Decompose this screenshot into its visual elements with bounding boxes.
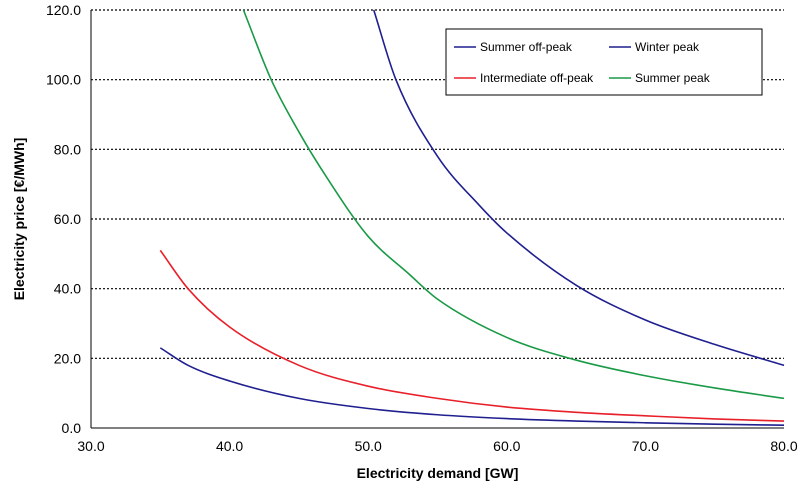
y-tick-labels: 0.0 20.0 40.0 60.0 80.0 100.0 120.0 [46,2,81,436]
x-tick-labels: 30.0 40.0 50.0 60.0 70.0 80.0 [77,438,797,454]
y-tick-label: 20.0 [54,350,81,366]
x-tick-label: 50.0 [355,438,382,454]
x-tick-label: 80.0 [770,438,797,454]
y-tick-label: 120.0 [46,2,81,18]
x-tick-label: 70.0 [632,438,659,454]
y-tick-label: 80.0 [54,141,81,157]
x-tick-label: 40.0 [216,438,243,454]
series-line-intermediate-off-peak [159,249,785,422]
legend-entry-summer-off-peak: Summer off-peak [480,40,573,54]
y-tick-label: 100.0 [46,72,81,88]
x-tick-label: 60.0 [493,438,520,454]
legend-entry-winter-peak: Winter peak [635,40,700,54]
y-tick-label: 40.0 [54,281,81,297]
series-line-summer-off-peak [159,347,785,427]
y-tick-label: 60.0 [54,211,81,227]
legend-entry-summer-peak: Summer peak [635,71,711,85]
legend-box [445,28,763,96]
series-line-winter-peak [372,9,785,367]
axes [90,10,784,429]
x-tick-label: 30.0 [77,438,104,454]
x-axis-title: Electricity demand [GW] [357,465,519,481]
legend-entry-intermediate-off-peak: Intermediate off-peak [480,71,594,85]
series-lines [159,9,785,427]
y-axis-title: Electricity price [€/MWh] [11,138,27,301]
legend: Summer off-peak Winter peak Intermediate o… [445,28,763,96]
y-tick-label: 0.0 [62,420,82,436]
series-line-summer-peak [242,9,785,400]
